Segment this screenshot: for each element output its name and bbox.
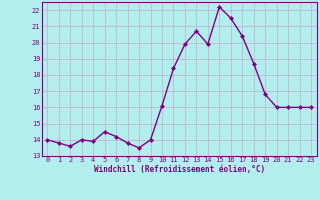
X-axis label: Windchill (Refroidissement éolien,°C): Windchill (Refroidissement éolien,°C) <box>94 165 265 174</box>
